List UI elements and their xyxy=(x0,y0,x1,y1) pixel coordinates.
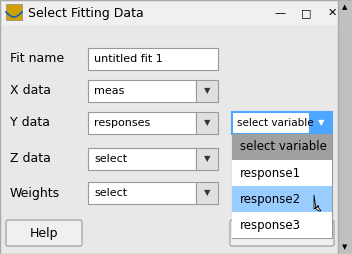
Text: select: select xyxy=(94,154,127,164)
Text: ▼: ▼ xyxy=(204,154,210,164)
FancyBboxPatch shape xyxy=(232,160,332,186)
FancyBboxPatch shape xyxy=(6,220,82,246)
FancyBboxPatch shape xyxy=(230,220,334,246)
Text: Close: Close xyxy=(265,227,299,240)
FancyBboxPatch shape xyxy=(0,0,352,26)
FancyBboxPatch shape xyxy=(88,112,196,134)
Text: select variable: select variable xyxy=(240,140,327,153)
FancyBboxPatch shape xyxy=(196,148,218,170)
Text: X data: X data xyxy=(10,85,51,98)
FancyBboxPatch shape xyxy=(196,112,218,134)
FancyBboxPatch shape xyxy=(6,4,22,20)
FancyBboxPatch shape xyxy=(88,48,218,70)
FancyBboxPatch shape xyxy=(88,182,196,204)
Text: ✕: ✕ xyxy=(327,8,337,18)
Text: ▼: ▼ xyxy=(204,188,210,198)
Text: ▼: ▼ xyxy=(318,119,324,128)
Text: responses: responses xyxy=(94,118,150,128)
FancyBboxPatch shape xyxy=(338,0,352,254)
Text: ▼: ▼ xyxy=(204,119,210,128)
Text: response3: response3 xyxy=(240,218,301,231)
Text: select: select xyxy=(94,188,127,198)
Text: Y data: Y data xyxy=(10,117,50,130)
Text: response2: response2 xyxy=(240,193,301,205)
FancyBboxPatch shape xyxy=(88,148,196,170)
FancyBboxPatch shape xyxy=(196,80,218,102)
FancyBboxPatch shape xyxy=(88,80,196,102)
Text: Weights: Weights xyxy=(10,186,60,199)
FancyBboxPatch shape xyxy=(0,26,338,254)
Text: meas: meas xyxy=(94,86,124,96)
Text: □: □ xyxy=(301,8,311,18)
Text: Fit name: Fit name xyxy=(10,53,64,66)
Text: —: — xyxy=(275,8,285,18)
Text: Z data: Z data xyxy=(10,152,51,166)
Text: untitled fit 1: untitled fit 1 xyxy=(94,54,163,64)
FancyBboxPatch shape xyxy=(310,112,332,134)
FancyBboxPatch shape xyxy=(232,134,332,160)
Text: Help: Help xyxy=(30,227,58,240)
FancyBboxPatch shape xyxy=(232,112,310,134)
Text: Select Fitting Data: Select Fitting Data xyxy=(28,7,144,20)
FancyBboxPatch shape xyxy=(232,212,332,238)
FancyBboxPatch shape xyxy=(196,182,218,204)
Text: select variable: select variable xyxy=(237,118,314,128)
Text: ▼: ▼ xyxy=(204,87,210,96)
FancyBboxPatch shape xyxy=(232,186,332,212)
Text: ▼: ▼ xyxy=(342,244,348,250)
Text: response1: response1 xyxy=(240,167,301,180)
FancyBboxPatch shape xyxy=(232,134,332,238)
Text: ▲: ▲ xyxy=(342,4,348,10)
Polygon shape xyxy=(314,195,321,211)
